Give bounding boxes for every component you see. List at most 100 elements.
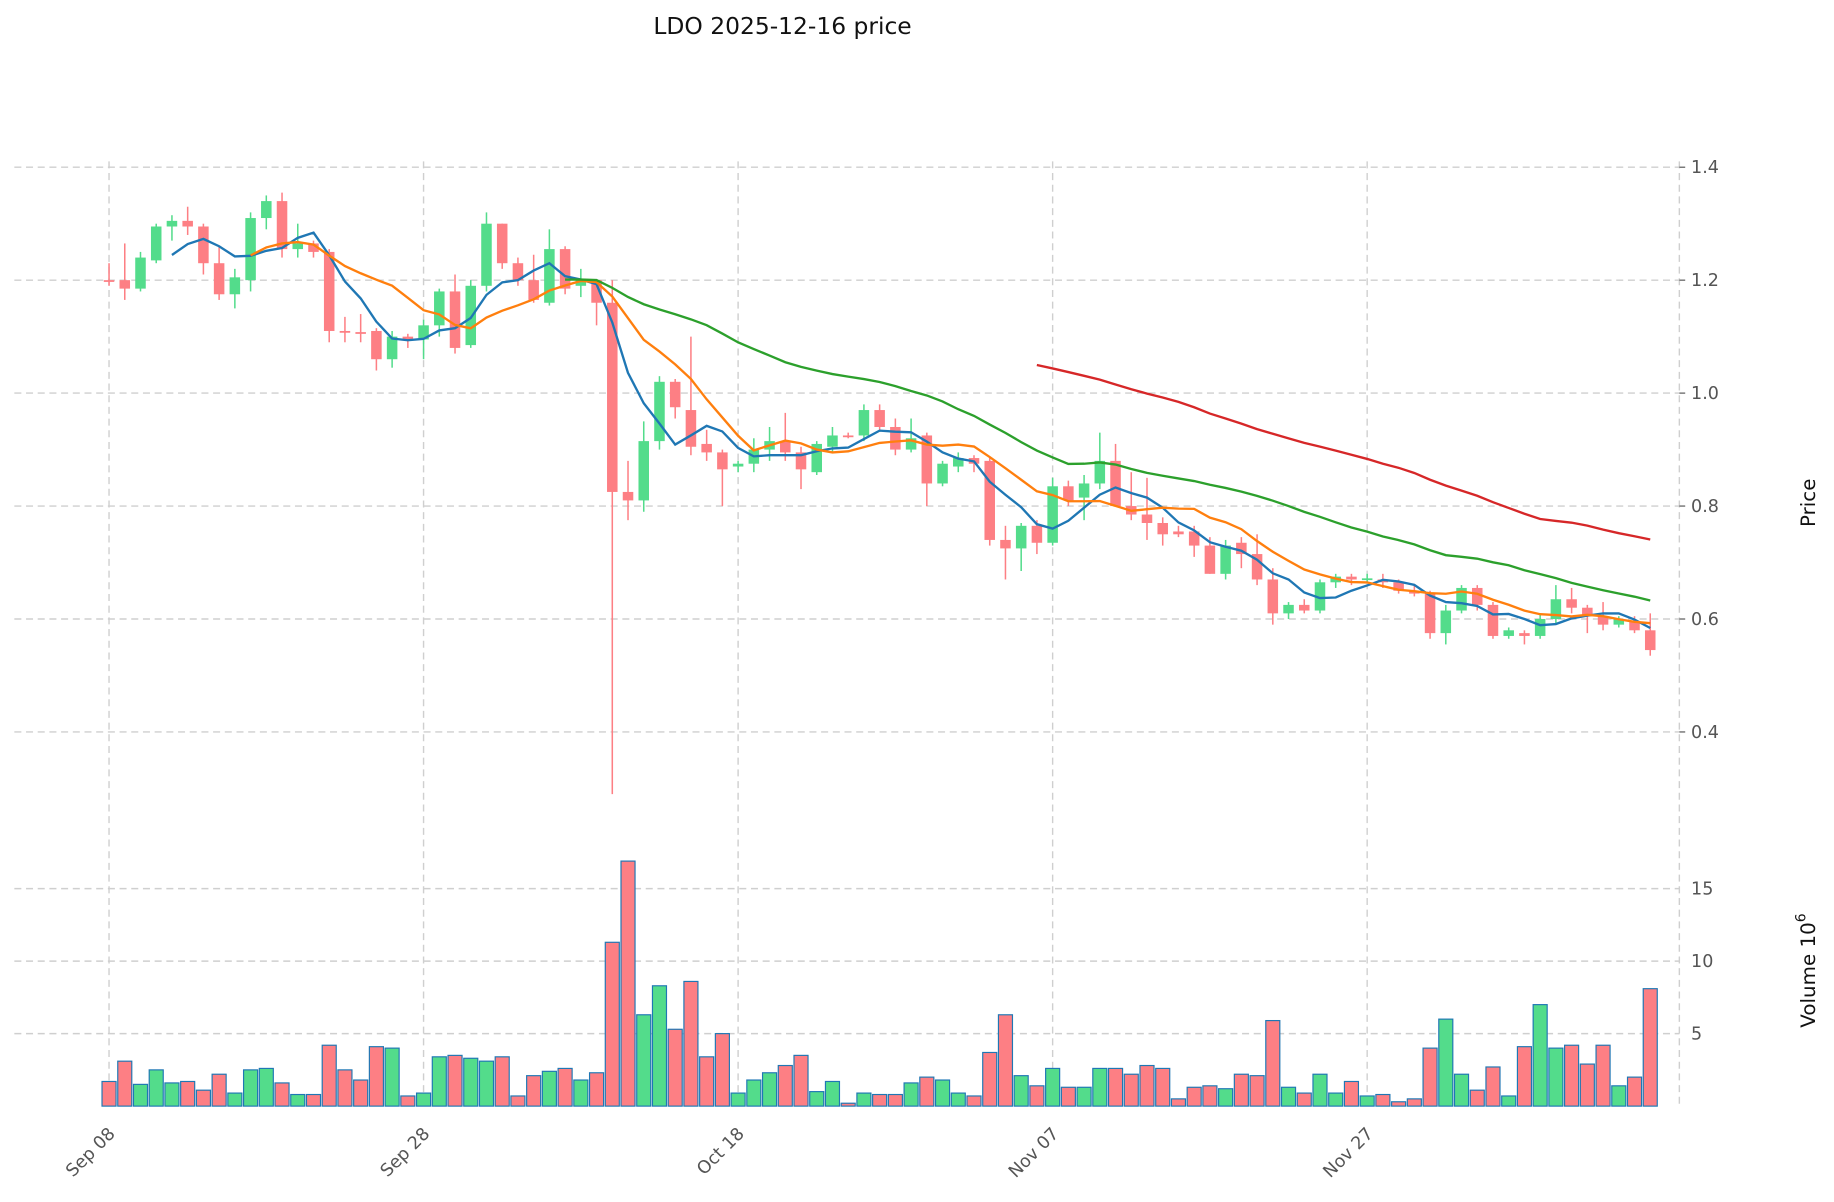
candle-body (1204, 545, 1216, 574)
volume-bar (620, 860, 636, 1107)
volume-bar (1107, 1067, 1124, 1107)
candle-body (1220, 545, 1231, 574)
volume-bar (1123, 1073, 1139, 1107)
volume-bar (305, 1093, 322, 1107)
candle-body (276, 201, 288, 250)
volume-bar (1060, 1086, 1076, 1107)
volume-bar (1548, 1047, 1564, 1107)
volume-bar (809, 1091, 825, 1107)
volume-bar (557, 1067, 573, 1107)
price-tick-label: 1.2 (1691, 271, 1719, 291)
volume-tick-label: 10 (1691, 952, 1713, 972)
volume-bar (478, 1060, 495, 1107)
candle-body (622, 491, 634, 501)
candle-body (575, 280, 587, 286)
ma10-line (250, 240, 1651, 625)
candle-body (732, 463, 744, 467)
candle-body (842, 435, 854, 438)
candle-body (937, 463, 948, 484)
candle-body (1314, 582, 1326, 611)
volume-bar (117, 1060, 133, 1107)
volume-bar (714, 1033, 730, 1107)
candle-body (827, 435, 838, 447)
candles (103, 192, 1656, 795)
volume-bar (526, 1075, 542, 1107)
volume-bar (1595, 1044, 1611, 1107)
candle-body (1110, 460, 1121, 507)
volume-bar (1155, 1067, 1171, 1107)
ma5-line (171, 231, 1651, 630)
candle-body (905, 438, 917, 450)
candle-body (890, 426, 901, 450)
volume-bar (180, 1080, 196, 1107)
volume-bar (1564, 1044, 1580, 1107)
candle-body (1440, 610, 1452, 634)
candle-body (1424, 593, 1436, 634)
candle-body (1298, 604, 1310, 611)
candle-body (229, 277, 241, 295)
volume-bar (274, 1082, 290, 1107)
volume-bar (872, 1093, 888, 1107)
volume-bar (699, 1056, 715, 1107)
ma30-line (565, 278, 1651, 602)
candle-body (1031, 525, 1043, 543)
volume-bar (132, 1083, 149, 1107)
candle-body (213, 263, 225, 295)
volume-bar (1233, 1073, 1249, 1107)
volume-bar (1406, 1098, 1422, 1107)
date-tick-label: Nov 27 (1320, 1124, 1378, 1182)
volume-bar (431, 1056, 447, 1107)
volume-bar (919, 1076, 935, 1107)
candle-body (528, 280, 539, 300)
candle-body (559, 249, 571, 289)
volume-bar (1249, 1075, 1265, 1107)
candle-body (1613, 619, 1625, 625)
volume-bar (840, 1102, 856, 1107)
volume-bar (1343, 1080, 1360, 1107)
candle-body (135, 257, 146, 289)
candle-body (1456, 587, 1467, 611)
price-tick-label: 0.6 (1691, 610, 1719, 630)
volume-bar (950, 1092, 966, 1107)
volume-bar (1202, 1085, 1218, 1107)
volume-bar (1328, 1092, 1344, 1107)
date-tick-label: Nov 07 (1005, 1124, 1063, 1182)
candle-body (1519, 633, 1530, 636)
volume-bar (1469, 1089, 1485, 1107)
volume-bar (730, 1092, 746, 1107)
candle-body (1063, 486, 1074, 501)
axes: 0.4 0.6 0.8 1.0 1.2 1.4 5 10 15 Sep 08 Sep 28 Oct 1… (62, 158, 1719, 1182)
volume-bar (321, 1044, 337, 1107)
volume-bar (982, 1051, 998, 1107)
volume-bar (1642, 988, 1658, 1107)
candle-body (1157, 522, 1168, 535)
volume-bar (541, 1070, 557, 1107)
candle-body (1015, 525, 1027, 549)
volume-bar (1218, 1088, 1234, 1107)
volume-bar (447, 1054, 463, 1107)
moving-averages (171, 231, 1651, 630)
volume-bar (101, 1080, 117, 1107)
volume-bar (761, 1072, 778, 1107)
volume-bar (1092, 1067, 1108, 1107)
candle-body (1236, 542, 1247, 555)
candle-body (166, 220, 178, 227)
candle-body (1597, 616, 1609, 625)
candle-body (953, 458, 964, 467)
price-axis-label: Price (1797, 479, 1820, 527)
volume-bar (1139, 1064, 1155, 1107)
candle-body (103, 280, 115, 282)
candle-body (1251, 554, 1263, 580)
candle-body (1582, 607, 1593, 617)
volume-bar (1170, 1098, 1187, 1107)
volume-bar (1045, 1067, 1061, 1107)
candle-body (984, 460, 995, 540)
candle-body (1094, 460, 1106, 484)
candle-body (1346, 576, 1357, 580)
candle-body (1471, 587, 1483, 605)
volume-bar (651, 985, 668, 1107)
candle-body (1566, 599, 1577, 608)
volume-bar (148, 1069, 164, 1107)
volume-bar (1312, 1073, 1328, 1107)
candle-body (308, 243, 319, 252)
